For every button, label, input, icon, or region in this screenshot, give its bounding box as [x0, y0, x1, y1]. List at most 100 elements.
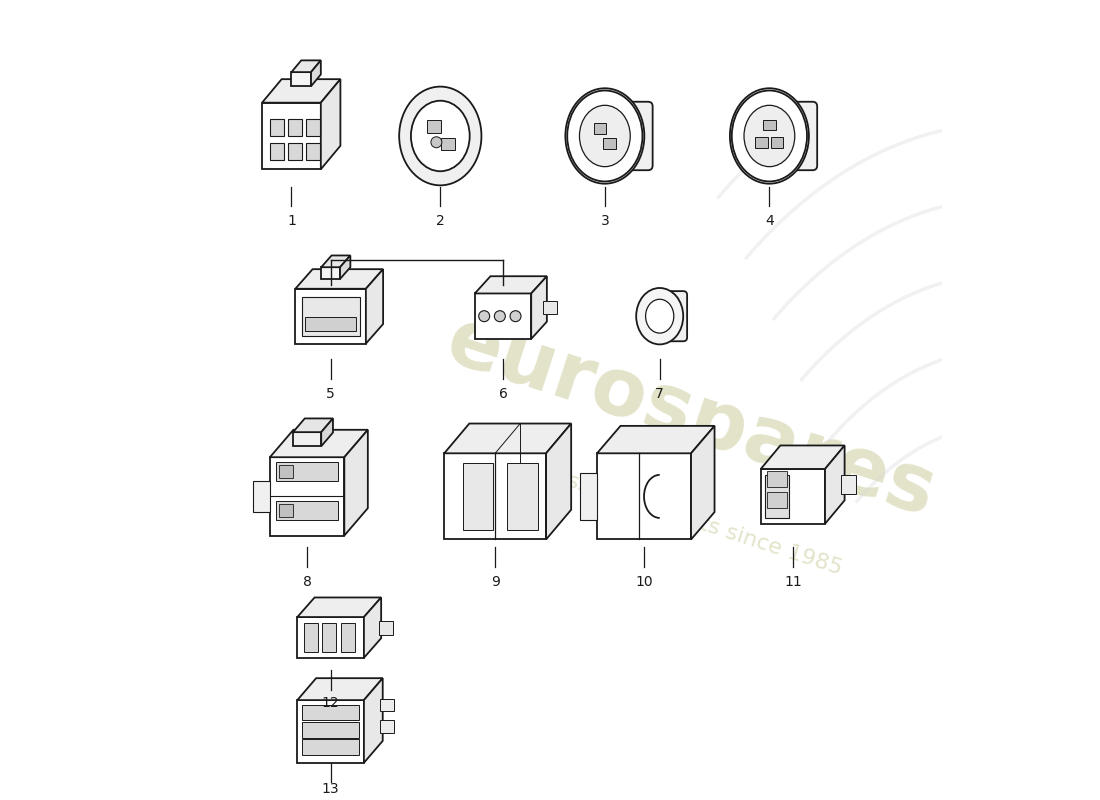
FancyBboxPatch shape	[761, 102, 817, 170]
Bar	[381, 721, 395, 733]
Bar	[322, 623, 337, 651]
Bar	[603, 138, 616, 150]
Ellipse shape	[580, 106, 630, 166]
Ellipse shape	[411, 101, 470, 171]
Bar	[301, 297, 360, 336]
Polygon shape	[297, 700, 364, 762]
Polygon shape	[292, 72, 311, 86]
Bar	[279, 504, 294, 517]
Bar	[427, 120, 441, 133]
Polygon shape	[297, 598, 382, 617]
Text: 10: 10	[635, 574, 652, 589]
Polygon shape	[531, 276, 547, 339]
Bar	[276, 462, 338, 481]
Bar	[341, 623, 355, 651]
Ellipse shape	[732, 90, 807, 182]
Bar	[756, 137, 768, 148]
Polygon shape	[364, 678, 383, 762]
Ellipse shape	[565, 88, 645, 184]
Text: 1: 1	[287, 214, 296, 228]
Bar	[304, 623, 318, 651]
Bar	[302, 705, 360, 721]
Text: 11: 11	[784, 574, 802, 589]
FancyBboxPatch shape	[596, 102, 652, 170]
Text: 3: 3	[601, 214, 609, 228]
Ellipse shape	[399, 86, 482, 186]
Ellipse shape	[646, 299, 674, 333]
Bar	[270, 119, 284, 136]
Circle shape	[431, 137, 442, 148]
Circle shape	[494, 310, 505, 322]
Text: 6: 6	[498, 386, 507, 401]
Bar	[381, 698, 395, 711]
Bar	[276, 501, 338, 520]
Ellipse shape	[730, 88, 808, 184]
Polygon shape	[340, 255, 351, 279]
Bar	[507, 462, 538, 530]
Bar	[441, 138, 455, 150]
Polygon shape	[691, 426, 715, 539]
Polygon shape	[475, 294, 531, 339]
Ellipse shape	[744, 106, 795, 166]
Polygon shape	[475, 276, 547, 294]
Bar	[840, 475, 857, 494]
Ellipse shape	[568, 90, 642, 182]
FancyBboxPatch shape	[253, 481, 270, 512]
Polygon shape	[296, 269, 383, 289]
Polygon shape	[292, 60, 321, 72]
Polygon shape	[321, 79, 340, 170]
Text: 7: 7	[656, 386, 664, 401]
Bar	[543, 302, 557, 314]
Bar	[594, 122, 606, 134]
Polygon shape	[597, 426, 715, 454]
Bar	[279, 465, 294, 478]
Polygon shape	[297, 617, 364, 658]
Text: passion for parts since 1985: passion for parts since 1985	[538, 462, 845, 578]
Polygon shape	[597, 454, 691, 539]
Text: eurospares: eurospares	[437, 302, 945, 534]
Polygon shape	[297, 678, 383, 700]
Polygon shape	[262, 79, 340, 102]
Text: 4: 4	[764, 214, 773, 228]
Bar	[767, 471, 788, 487]
Polygon shape	[364, 598, 382, 658]
Bar	[302, 722, 360, 738]
Bar	[288, 119, 302, 136]
Polygon shape	[546, 423, 571, 539]
Text: 13: 13	[322, 782, 340, 796]
FancyBboxPatch shape	[656, 291, 688, 342]
Bar	[580, 473, 597, 520]
Polygon shape	[293, 432, 321, 446]
Bar	[378, 621, 393, 634]
Polygon shape	[311, 60, 321, 86]
Polygon shape	[761, 446, 845, 469]
Polygon shape	[321, 267, 340, 279]
Ellipse shape	[636, 288, 683, 344]
Polygon shape	[321, 418, 333, 446]
Bar	[305, 317, 356, 331]
Bar	[766, 475, 789, 518]
Polygon shape	[444, 454, 546, 539]
Bar	[463, 462, 493, 530]
Polygon shape	[296, 289, 366, 344]
Circle shape	[510, 310, 521, 322]
Bar	[306, 142, 320, 160]
Bar	[302, 739, 360, 755]
Text: 9: 9	[491, 574, 499, 589]
Polygon shape	[761, 469, 825, 524]
Bar	[763, 119, 776, 130]
Bar	[270, 142, 284, 160]
Polygon shape	[262, 102, 321, 170]
Polygon shape	[321, 255, 351, 267]
Polygon shape	[366, 269, 383, 344]
Polygon shape	[270, 458, 344, 535]
Text: 12: 12	[322, 696, 340, 710]
Polygon shape	[444, 423, 571, 454]
Bar	[306, 119, 320, 136]
FancyBboxPatch shape	[428, 97, 468, 175]
Bar	[771, 137, 783, 148]
Text: 2: 2	[436, 214, 444, 228]
Polygon shape	[344, 430, 367, 535]
Bar	[288, 142, 302, 160]
Bar	[767, 493, 788, 508]
